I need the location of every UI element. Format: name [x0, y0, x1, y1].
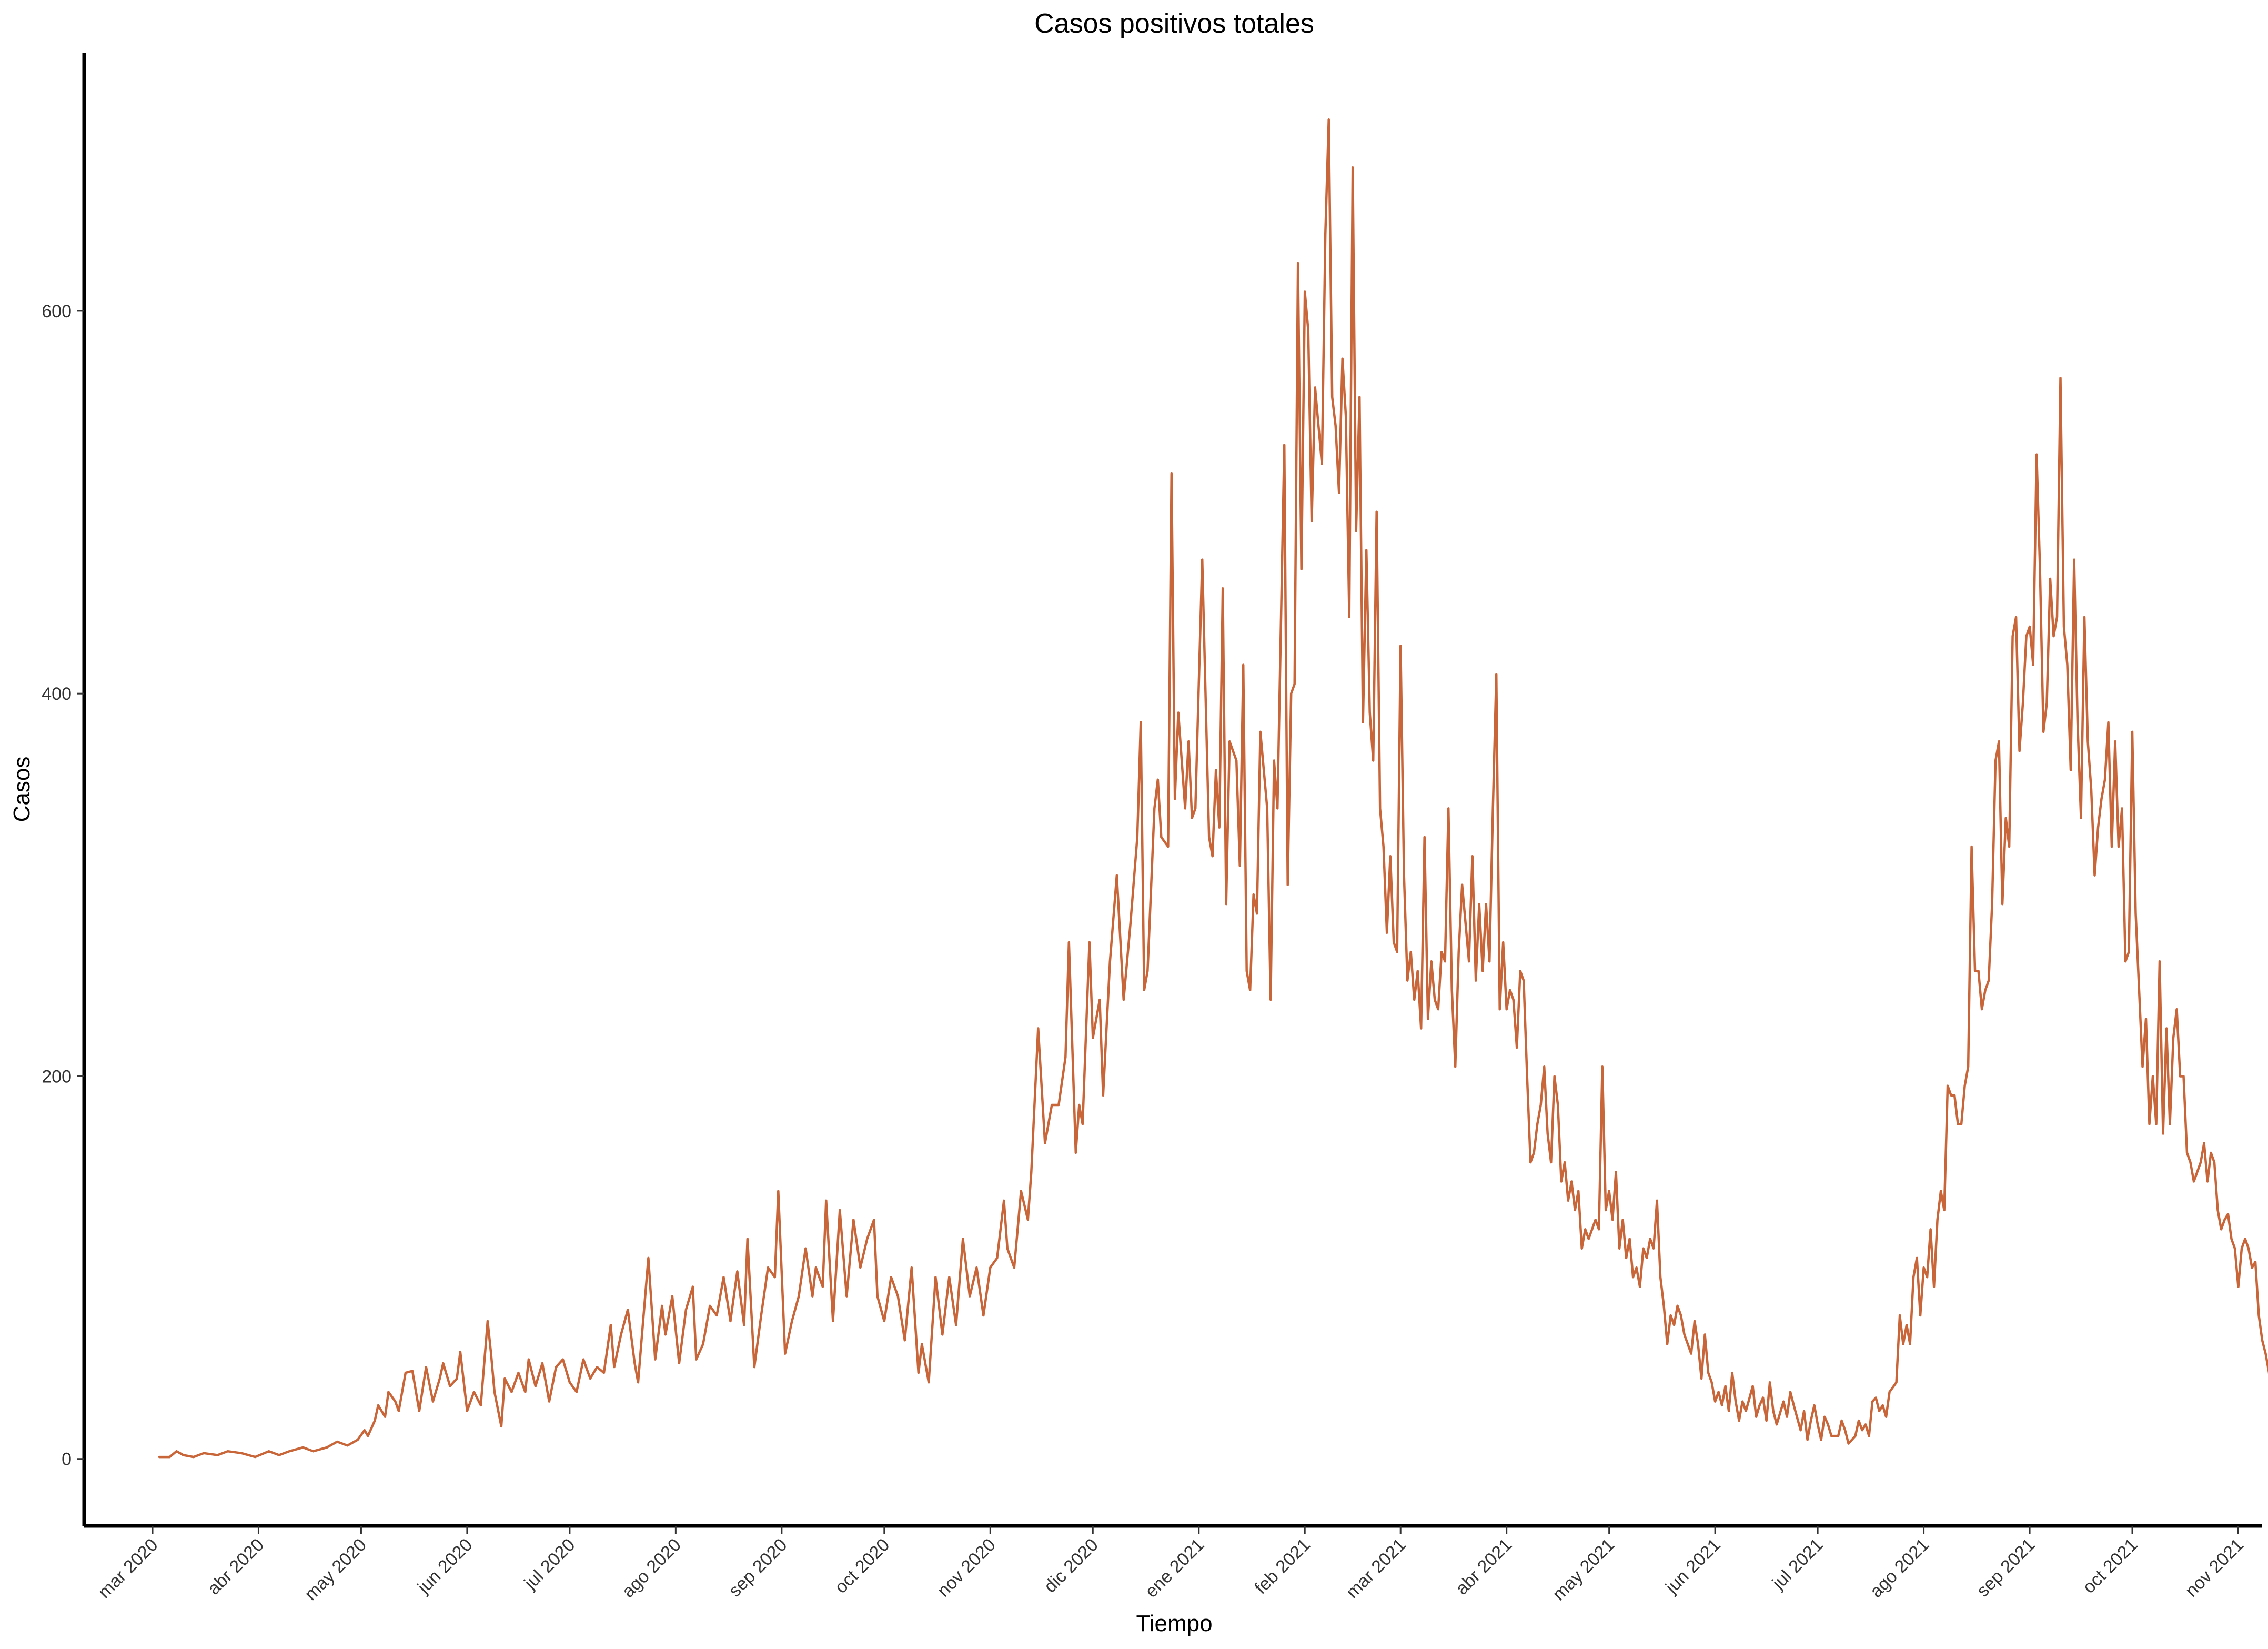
y-tick-label: 600 — [42, 301, 72, 321]
series-area — [158, 118, 2268, 1459]
x-axis-title: Tiempo — [1136, 1611, 1212, 1636]
y-axis: 0 200 400 600 — [42, 53, 86, 1526]
y-axis-title: Casos — [9, 757, 35, 822]
y-tick-label: 400 — [42, 684, 72, 704]
chart-title: Casos positivos totales — [1034, 8, 1314, 39]
y-tick-label: 200 — [42, 1067, 72, 1087]
y-tick-label: 0 — [62, 1450, 72, 1470]
series-line-0 — [158, 118, 2268, 1459]
